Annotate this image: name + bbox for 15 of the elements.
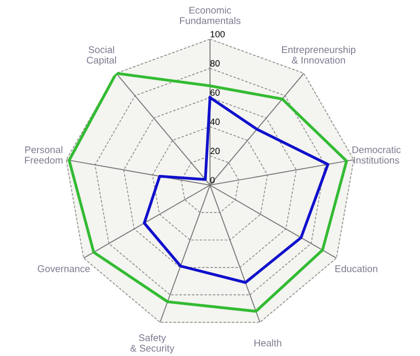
y-tick-label: 20	[210, 148, 220, 154]
spoke-label: Democratic Institutions	[352, 146, 401, 164]
y-tick-label: 100	[210, 30, 225, 38]
y-tick-label: 0	[210, 176, 215, 184]
spoke-label: Entrepreneurship & Innovation	[282, 46, 356, 64]
y-tick-label: 40	[210, 118, 220, 125]
spoke-label: Education	[335, 265, 378, 272]
spoke-label: Personal Freedom	[25, 146, 62, 164]
spoke-label: Governance	[38, 265, 90, 272]
spoke-label: Economic Fundamentals	[180, 6, 240, 24]
spoke-label: Social Capital	[86, 46, 116, 66]
y-tick-label: 60	[210, 89, 220, 96]
y-tick-label: 80	[210, 60, 220, 67]
spoke-label: Health	[254, 339, 282, 346]
spoke-label: Safety & Security	[130, 334, 174, 354]
